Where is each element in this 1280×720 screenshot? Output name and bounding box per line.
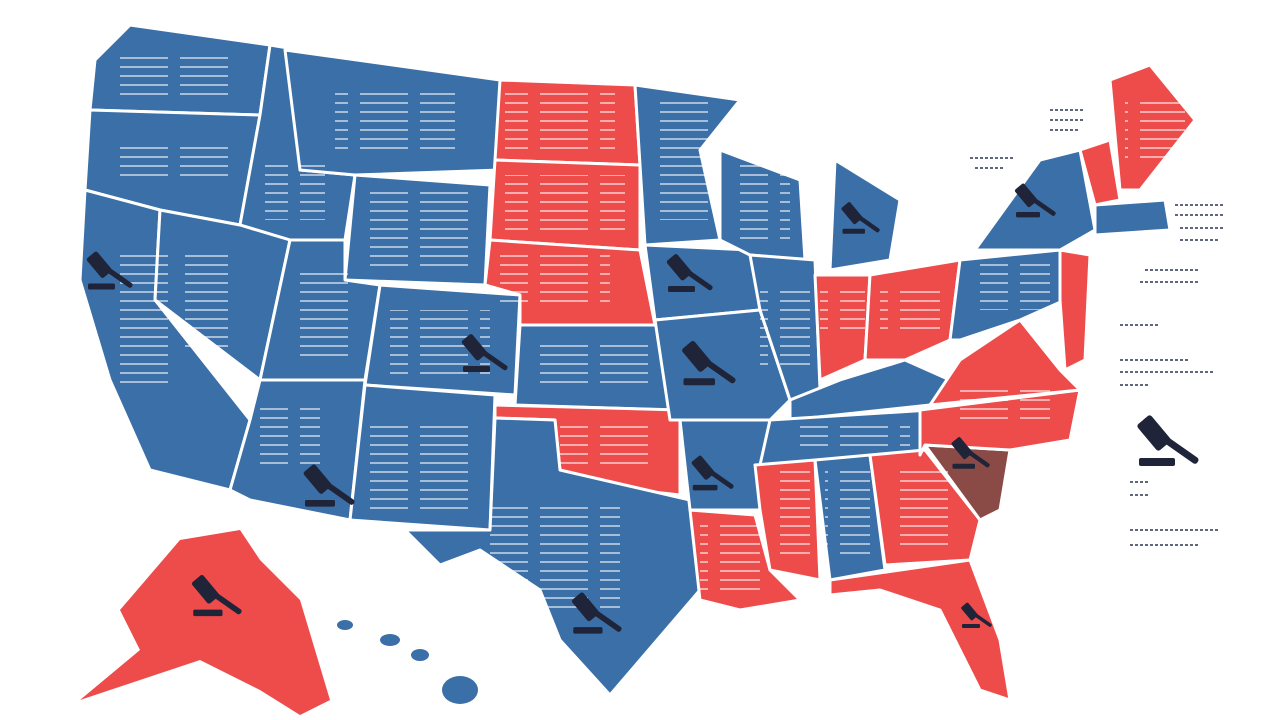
gavel-icon — [1136, 414, 1200, 466]
state — [863, 258, 962, 362]
state — [513, 323, 672, 412]
state — [653, 308, 792, 422]
state — [828, 558, 1012, 702]
alaska — [80, 530, 330, 715]
state — [718, 148, 807, 262]
state — [928, 318, 1082, 407]
state — [1093, 198, 1172, 237]
hawaii — [337, 620, 478, 704]
state — [283, 48, 502, 177]
state — [493, 78, 642, 167]
state — [343, 173, 492, 287]
state — [363, 283, 522, 397]
state — [348, 383, 497, 532]
state — [488, 158, 642, 252]
state — [948, 248, 1067, 342]
annotations — [970, 109, 1225, 546]
state — [1108, 63, 1197, 192]
state — [813, 273, 872, 382]
state — [828, 158, 902, 272]
state — [88, 23, 272, 117]
state — [1058, 248, 1092, 372]
state — [1078, 138, 1122, 207]
